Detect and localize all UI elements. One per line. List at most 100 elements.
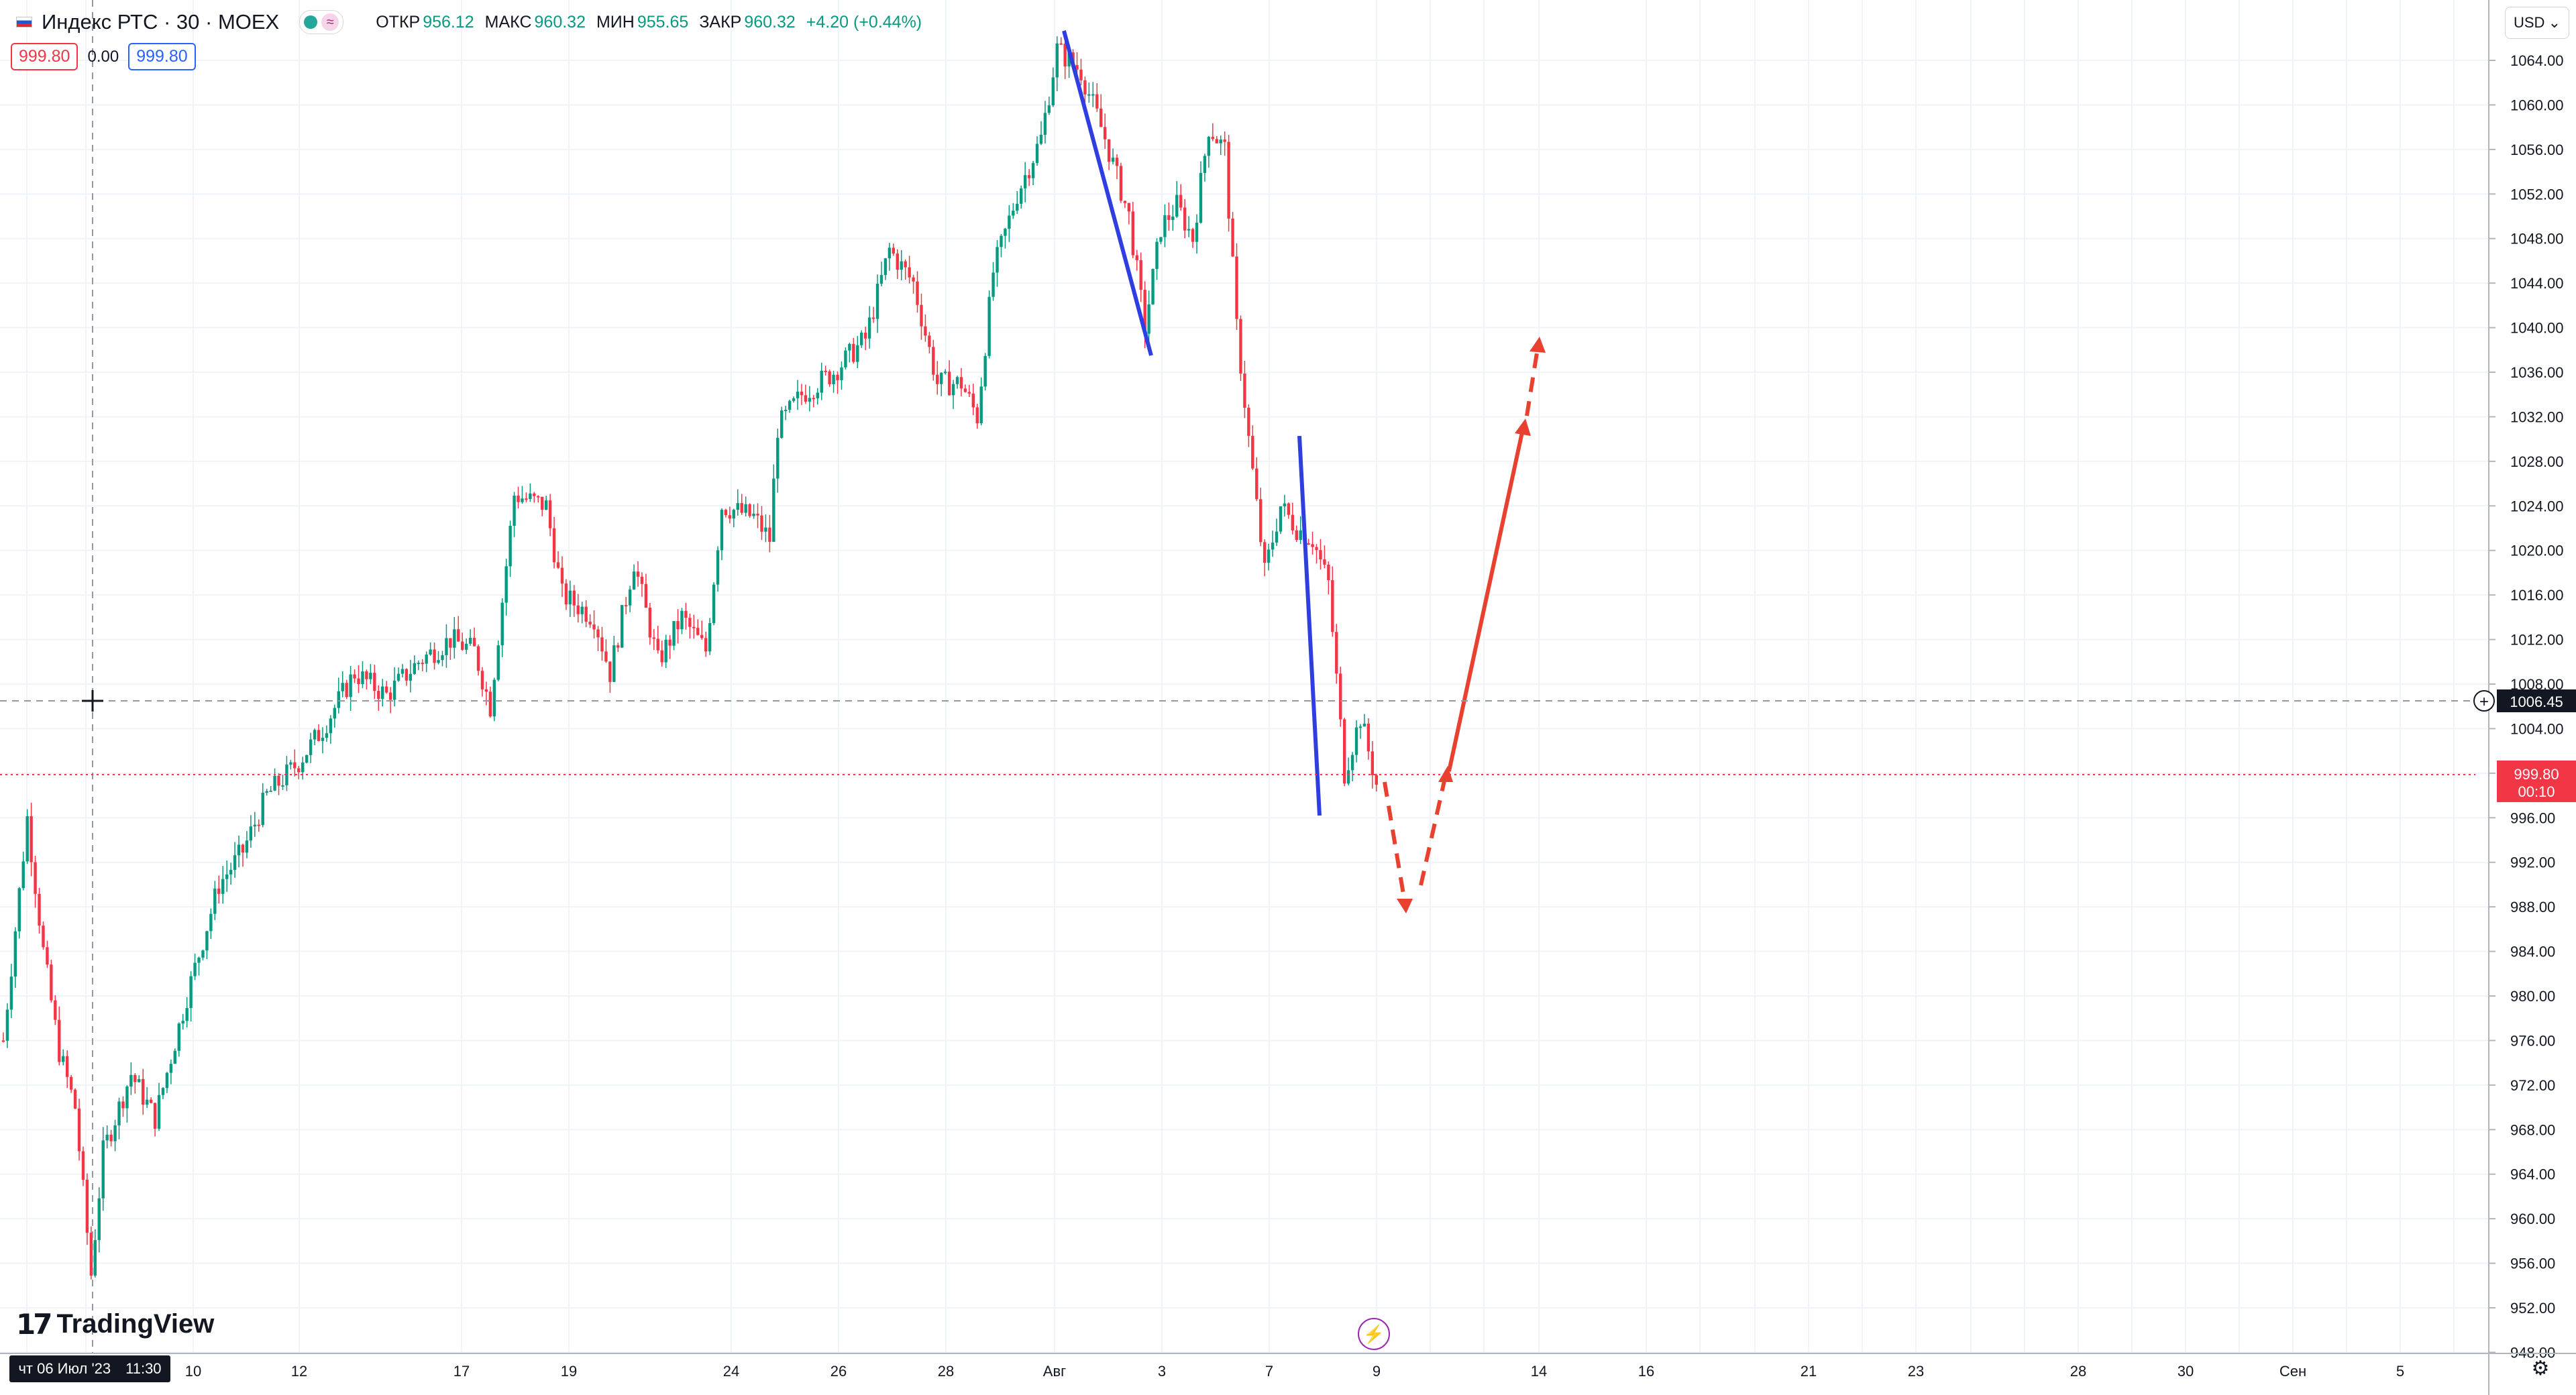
candle-body xyxy=(752,513,755,516)
candle-body xyxy=(513,495,516,526)
candle-body xyxy=(732,510,736,519)
candle-body xyxy=(792,398,796,401)
candle-body xyxy=(1127,203,1131,212)
candle-body xyxy=(652,637,656,639)
candle-body xyxy=(361,671,364,684)
candle-body xyxy=(508,525,512,567)
candle-body xyxy=(504,566,508,603)
buy-button[interactable]: 999.80 xyxy=(128,43,196,70)
candle-body xyxy=(245,840,249,853)
sell-button[interactable]: 999.80 xyxy=(11,43,78,70)
symbol-title[interactable]: Индекс РТС · 30 · MOEX xyxy=(42,10,280,34)
currency-select[interactable]: USD ⌄ xyxy=(2505,7,2569,39)
candle-body xyxy=(688,618,692,627)
legend: Индекс РТС · 30 · MOEX ≈ ОТКР 956.12 МАКС… xyxy=(16,7,922,38)
candle-body xyxy=(1191,229,1195,242)
market-open-icon xyxy=(304,15,318,29)
candle-body xyxy=(1315,547,1318,551)
candle-body xyxy=(975,407,979,424)
candle-body xyxy=(313,730,317,740)
candle-body xyxy=(804,395,808,402)
price-tick-label: 956.00 xyxy=(2510,1256,2555,1272)
candle-body xyxy=(349,674,352,698)
candle-body xyxy=(58,1019,61,1062)
candle-body xyxy=(548,500,552,528)
candle-body xyxy=(265,791,268,793)
price-tick-label: 984.00 xyxy=(2510,944,2555,960)
lightning-icon[interactable]: ⚡ xyxy=(1358,1318,1390,1350)
candle-body xyxy=(852,343,855,362)
candle-body xyxy=(297,768,301,773)
time-tick-label: 23 xyxy=(1908,1363,1924,1380)
candle-body xyxy=(1255,468,1258,500)
candle-body xyxy=(568,590,572,605)
candle-body xyxy=(588,621,592,625)
candle-body xyxy=(62,1056,65,1062)
price-tick-label: 1012.00 xyxy=(2510,632,2564,649)
last-price-value: 999.80 xyxy=(2514,766,2559,783)
candle-body xyxy=(54,1000,57,1020)
candle-body xyxy=(201,950,205,958)
candle-body xyxy=(1251,435,1254,469)
price-tick-label: 948.00 xyxy=(2510,1344,2555,1361)
candle-body xyxy=(145,1099,149,1105)
candle-body xyxy=(488,691,492,717)
candle-body xyxy=(560,567,564,584)
price-tick-label: 992.00 xyxy=(2510,854,2555,871)
candle-body xyxy=(696,628,700,635)
candle-body xyxy=(580,606,584,614)
forecast-up-dashed-2 xyxy=(1525,348,1540,416)
price-axis: 1064.00 1060.00 1056.00 1052.00 1048.00 1044.… xyxy=(2488,0,2564,1395)
candle-body xyxy=(480,671,484,689)
trend-line-2 xyxy=(1297,435,1322,816)
candle-body xyxy=(820,370,823,393)
candle-body xyxy=(612,645,616,682)
crosshair xyxy=(0,0,2475,1353)
candle-body xyxy=(1295,530,1298,541)
candle-body xyxy=(142,1078,145,1105)
candle-body xyxy=(13,931,17,977)
candle-body xyxy=(680,610,684,630)
candle-body xyxy=(648,607,652,638)
candle-body xyxy=(1179,194,1183,208)
candle-body xyxy=(912,277,915,282)
candle-body xyxy=(101,1140,105,1198)
arrowhead-up-2 xyxy=(1515,418,1531,436)
candle-body xyxy=(987,296,991,356)
candle-body xyxy=(1243,373,1246,408)
price-tick-label: 1020.00 xyxy=(2510,543,2564,559)
candle-body xyxy=(1115,158,1119,166)
time-tick-label: 19 xyxy=(561,1363,577,1380)
candle-body xyxy=(425,654,428,664)
candle-body xyxy=(1159,237,1163,242)
candle-body xyxy=(50,964,53,1001)
candle-body xyxy=(409,673,413,681)
status-chips[interactable]: ≈ xyxy=(299,10,344,34)
candle-body xyxy=(277,775,280,786)
candle-body xyxy=(384,686,388,693)
candle-body xyxy=(217,888,221,894)
candle-body xyxy=(660,650,663,663)
candle-body xyxy=(668,639,672,646)
ohlc-values: ОТКР 956.12 МАКС 960.32 МИН 955.65 ЗАКР 960.… xyxy=(376,13,922,32)
chart-grid xyxy=(0,0,2489,1353)
candle-body xyxy=(1059,43,1063,45)
brand-name: TradingView xyxy=(56,1309,215,1339)
gear-icon[interactable]: ⚙ xyxy=(2531,1357,2550,1380)
candle-body xyxy=(149,1099,153,1103)
candle-body xyxy=(664,639,667,663)
price-tick-label: 964.00 xyxy=(2510,1166,2555,1183)
candle-body xyxy=(596,629,600,638)
candle-body xyxy=(552,528,556,563)
price-tick-label: 972.00 xyxy=(2510,1077,2555,1094)
time-tick-label: 28 xyxy=(938,1363,954,1380)
candle-body xyxy=(433,649,436,663)
candle-body xyxy=(38,893,41,926)
time-tick-label: Авг xyxy=(1043,1363,1066,1380)
candle-body xyxy=(373,673,376,691)
candle-body xyxy=(461,641,464,650)
candle-body xyxy=(525,498,528,500)
candle-body xyxy=(621,605,624,648)
candle-body xyxy=(1339,673,1342,720)
